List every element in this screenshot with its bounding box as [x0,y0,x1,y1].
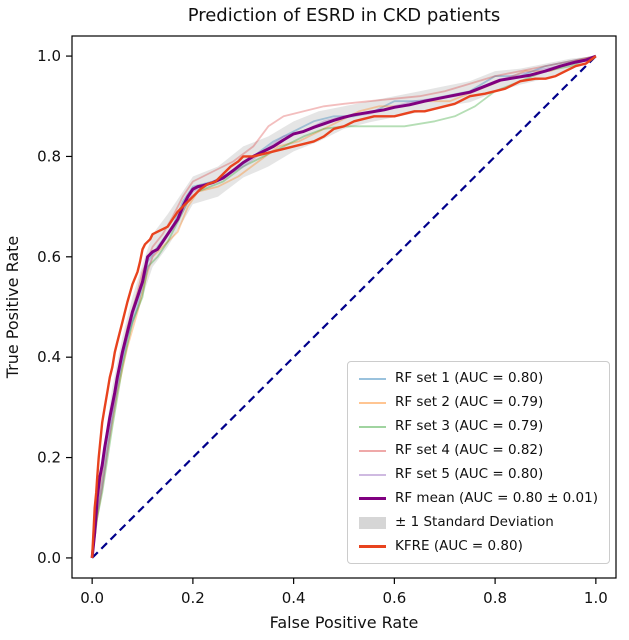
x-tick-label: 0.4 [282,589,306,607]
legend-label: RF set 5 (AUC = 0.80) [395,466,544,482]
roc-curve-chance-diagonal [91,55,597,559]
chart-title: Prediction of ESRD in CKD patients [188,5,501,26]
legend-label: RF mean (AUC = 0.80 ± 0.01) [395,490,598,506]
x-tick-label: 1.0 [584,589,608,607]
y-tick-label: 0.0 [37,549,61,567]
roc-curve-kfre [90,55,597,558]
x-axis-label: False Positive Rate [270,613,419,632]
legend-row: RF set 4 (AUC = 0.82) [359,441,598,460]
legend-line-swatch [359,425,386,428]
legend-row: RF mean (AUC = 0.80 ± 0.01) [359,489,598,508]
y-axis-label: True Positive Rate [3,236,22,380]
legend-line-swatch [359,449,386,452]
legend-row: ± 1 Standard Deviation [359,513,598,532]
y-tick-label: 0.2 [37,449,61,467]
y-tick-label: 0.8 [37,147,61,165]
y-tick-label: 0.6 [37,248,61,266]
legend-line-swatch [359,545,386,548]
y-tick-label: 1.0 [37,47,61,65]
legend-row: KFRE (AUC = 0.80) [359,537,598,556]
legend-row: RF set 2 (AUC = 0.79) [359,393,598,412]
x-tick-label: 0.0 [80,589,104,607]
legend-label: ± 1 Standard Deviation [395,514,554,530]
legend-line-swatch [359,497,386,500]
x-tick-label: 0.2 [181,589,205,607]
x-tick-label: 0.8 [483,589,507,607]
legend-row: RF set 5 (AUC = 0.80) [359,465,598,484]
legend-row: RF set 1 (AUC = 0.80) [359,369,598,388]
plot-border [71,35,617,579]
y-tick-label: 0.4 [37,348,61,366]
legend-line-swatch [359,401,386,404]
legend-label: RF set 2 (AUC = 0.79) [395,394,544,410]
legend-line-swatch [359,377,386,380]
x-tick-label: 0.6 [382,589,406,607]
legend-row: RF set 3 (AUC = 0.79) [359,417,598,436]
legend: RF set 1 (AUC = 0.80) RF set 2 (AUC = 0.7… [347,361,610,564]
legend-label: RF set 1 (AUC = 0.80) [395,370,544,386]
legend-line-swatch [359,473,386,476]
legend-patch-swatch [359,516,386,529]
legend-label: KFRE (AUC = 0.80) [395,538,523,554]
legend-label: RF set 4 (AUC = 0.82) [395,442,544,458]
legend-label: RF set 3 (AUC = 0.79) [395,418,544,434]
roc-curve-rf-mean [90,54,597,559]
roc-curve-rf-set-3 [91,55,597,559]
